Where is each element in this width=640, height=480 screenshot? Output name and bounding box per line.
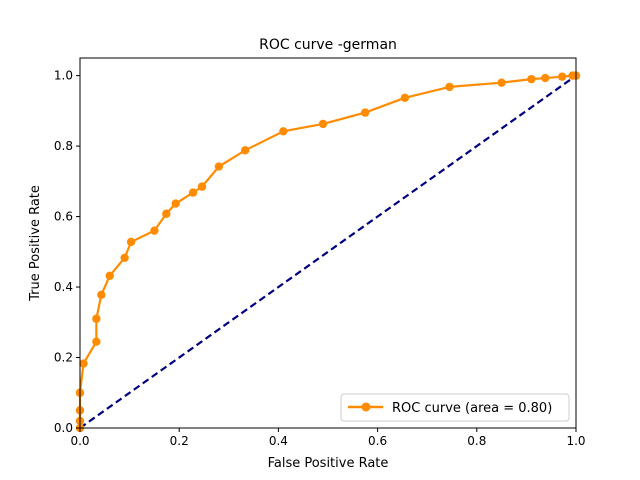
roc-point bbox=[92, 314, 101, 323]
y-tick-label: 1.0 bbox=[54, 69, 73, 83]
roc-point bbox=[188, 188, 198, 197]
roc-point bbox=[557, 72, 567, 81]
y-axis-label: True Positive Rate bbox=[28, 185, 43, 302]
roc-point bbox=[171, 199, 180, 208]
chance-diagonal-line bbox=[79, 74, 577, 429]
y-tick-label: 0.8 bbox=[54, 139, 73, 153]
x-tick-label: 1.0 bbox=[566, 434, 585, 448]
roc-point bbox=[105, 271, 114, 280]
x-axis: 0.0 0.2 0.4 0.6 0.8 1.0 bbox=[70, 428, 586, 448]
roc-point bbox=[361, 108, 370, 117]
roc-point bbox=[497, 78, 506, 87]
roc-point bbox=[162, 209, 171, 218]
roc-point bbox=[527, 74, 536, 84]
roc-point bbox=[120, 253, 129, 262]
x-tick-label: 0.6 bbox=[368, 434, 387, 448]
roc-point bbox=[240, 146, 250, 155]
legend-label: ROC curve (area = 0.80) bbox=[392, 401, 552, 416]
y-tick-label: 0.6 bbox=[54, 210, 73, 224]
legend-box bbox=[340, 393, 570, 422]
legend: ROC curve (area = 0.80) bbox=[340, 393, 570, 422]
x-tick-label: 0.4 bbox=[269, 434, 288, 448]
roc-point bbox=[214, 162, 224, 171]
roc-point bbox=[318, 119, 328, 129]
roc-point bbox=[150, 226, 159, 235]
plot-area bbox=[75, 57, 581, 433]
x-axis-label: False Positive Rate bbox=[268, 456, 389, 471]
series-layer bbox=[75, 71, 581, 433]
y-axis: 0.0 0.2 0.4 0.6 0.8 1.0 bbox=[54, 69, 80, 435]
roc-point bbox=[92, 337, 101, 346]
roc-point bbox=[400, 93, 410, 103]
roc-point bbox=[445, 82, 454, 92]
y-tick-label: 0.4 bbox=[54, 280, 73, 294]
plot-background bbox=[80, 58, 576, 428]
roc-point bbox=[541, 73, 550, 83]
roc-point bbox=[197, 182, 207, 191]
roc-point bbox=[126, 237, 136, 247]
roc-point bbox=[279, 127, 288, 136]
y-tick-label: 0.2 bbox=[54, 351, 73, 365]
legend-dot-marker bbox=[361, 402, 371, 412]
x-tick-label: 0.8 bbox=[467, 434, 486, 448]
x-tick-label: 0.0 bbox=[70, 434, 89, 448]
y-tick-label: 0.0 bbox=[54, 421, 73, 435]
roc-point bbox=[97, 290, 106, 299]
roc-point bbox=[79, 359, 88, 368]
x-tick-label: 0.2 bbox=[170, 434, 189, 448]
chart-title: ROC curve -german bbox=[259, 37, 397, 53]
plot-frame bbox=[79, 57, 577, 429]
